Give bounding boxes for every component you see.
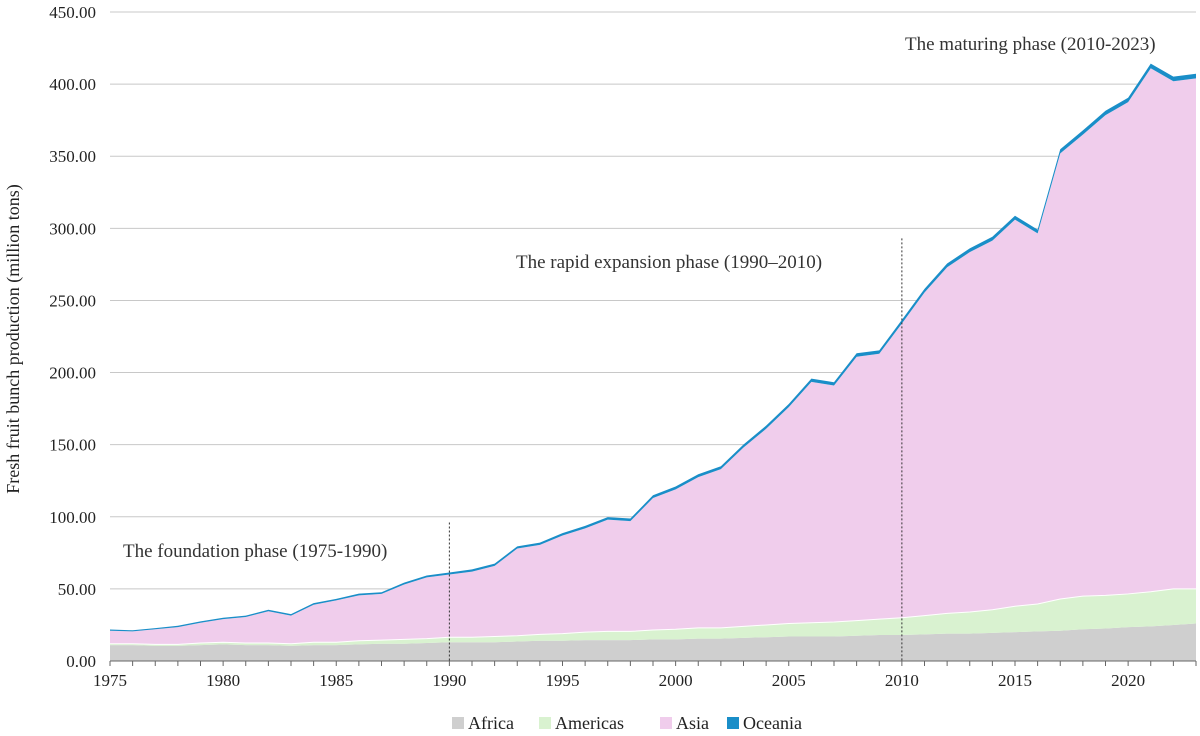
legend-item-oceania[interactable]: Oceania xyxy=(727,713,802,733)
y-tick-label-6: 300.00 xyxy=(49,219,96,238)
area-africa xyxy=(110,623,1196,661)
legend-item-africa[interactable]: Africa xyxy=(452,713,514,733)
y-tick-label-3: 150.00 xyxy=(49,436,96,455)
x-tick-label-6: 2005 xyxy=(772,671,806,690)
y-tick-label-7: 350.00 xyxy=(49,147,96,166)
y-tick-label-9: 450.00 xyxy=(49,3,96,22)
legend-swatch-asia xyxy=(660,717,672,729)
annotation-rapid-expansion-phase: The rapid expansion phase (1990–2010) xyxy=(516,252,822,273)
y-tick-label-2: 100.00 xyxy=(49,508,96,527)
area-asia xyxy=(110,68,1196,645)
legend-label-oceania: Oceania xyxy=(743,713,802,733)
x-tick-label-1: 1980 xyxy=(206,671,240,690)
x-tick-label-2: 1985 xyxy=(319,671,353,690)
y-tick-label-4: 200.00 xyxy=(49,364,96,383)
x-tick-label-7: 2010 xyxy=(885,671,919,690)
series-separator-americas-asia xyxy=(110,588,1196,645)
x-tick-label-3: 1990 xyxy=(432,671,466,690)
legend-swatch-africa xyxy=(452,717,464,729)
x-tick-label-4: 1995 xyxy=(546,671,580,690)
y-axis-title: Fresh fruit bunch production (million to… xyxy=(3,184,24,493)
y-tick-label-1: 50.00 xyxy=(58,580,96,599)
axes: 0.00 50.00 100.00 150.00 200.00 250.00 300.00 3… xyxy=(49,3,1197,690)
legend-label-africa: Africa xyxy=(468,713,514,733)
legend-item-americas[interactable]: Americas xyxy=(539,713,624,733)
x-tick-label-5: 2000 xyxy=(659,671,693,690)
legend-label-americas: Americas xyxy=(555,713,624,733)
y-tick-label-5: 250.00 xyxy=(49,291,96,310)
x-tick-label-0: 1975 xyxy=(93,671,127,690)
legend-label-asia: Asia xyxy=(676,713,709,733)
stacked-areas xyxy=(110,63,1196,661)
legend: Africa Americas Asia Oceania xyxy=(452,713,802,733)
gridlines xyxy=(110,11,1196,590)
y-tick-label-0: 0.00 xyxy=(66,652,96,671)
y-tick-label-8: 400.00 xyxy=(49,75,96,94)
x-tick-label-9: 2020 xyxy=(1111,671,1145,690)
phase-dividers xyxy=(448,238,903,661)
area-americas xyxy=(110,588,1196,646)
legend-item-asia[interactable]: Asia xyxy=(660,713,709,733)
legend-swatch-oceania xyxy=(727,717,739,729)
x-tick-label-8: 2015 xyxy=(998,671,1032,690)
annotation-foundation-phase: The foundation phase (1975-1990) xyxy=(123,541,387,562)
legend-swatch-americas xyxy=(539,717,551,729)
annotation-maturing-phase: The maturing phase (2010-2023) xyxy=(905,34,1156,55)
